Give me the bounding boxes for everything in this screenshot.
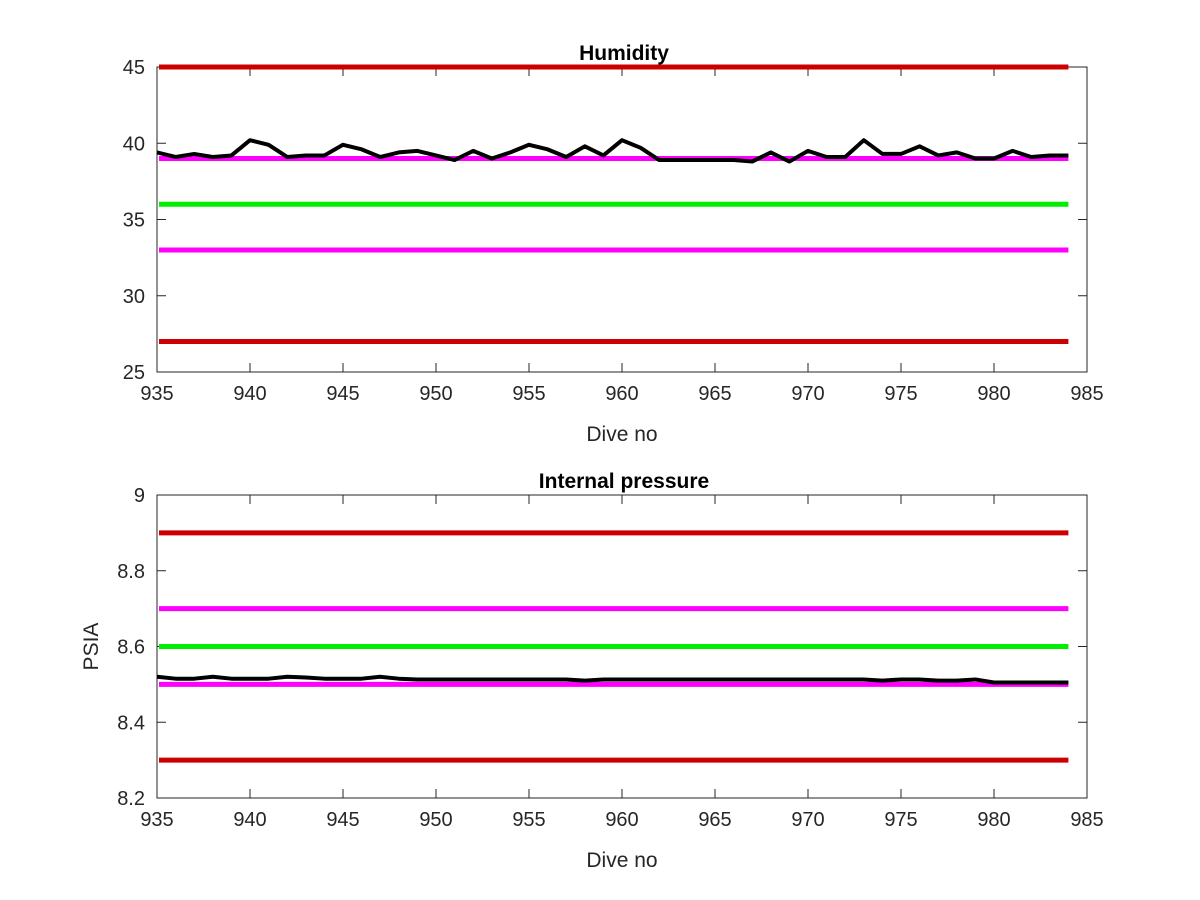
- y-tick-label: 8.8: [117, 561, 145, 583]
- x-tick-label: 950: [419, 809, 452, 831]
- y-tick-label: 8.4: [117, 712, 145, 734]
- x-tick-label: 950: [419, 383, 452, 405]
- y-tick-label: 40: [123, 133, 145, 155]
- x-tick-label: 945: [326, 809, 359, 831]
- x-axis-label: Dive no: [586, 423, 657, 446]
- axes-box: [156, 66, 1088, 373]
- x-tick-label: 985: [1070, 809, 1103, 831]
- x-tick-label: 935: [140, 383, 173, 405]
- x-tick-label: 970: [791, 809, 824, 831]
- chart-title: Internal pressure: [539, 470, 709, 493]
- x-tick-label: 985: [1070, 383, 1103, 405]
- series-line: [156, 138, 1069, 164]
- x-tick-label: 965: [698, 809, 731, 831]
- y-axis-label: PSIA: [80, 623, 103, 671]
- x-tick-label: 965: [698, 383, 731, 405]
- y-tick-label: 9: [134, 485, 145, 507]
- y-tick-label: 25: [123, 362, 145, 384]
- x-tick-label: 980: [977, 383, 1010, 405]
- chart-title: Humidity: [579, 42, 669, 65]
- x-tick-label: 975: [884, 383, 917, 405]
- x-tick-label: 935: [140, 809, 173, 831]
- y-tick-label: 45: [123, 57, 145, 79]
- x-tick-label: 980: [977, 809, 1010, 831]
- chart-panel-2: 935 940 945 950 955 960 965 970 975 980 985 8.2 8.4 8…: [80, 470, 1104, 872]
- x-tick-label: 955: [512, 383, 545, 405]
- x-tick-label: 960: [605, 809, 638, 831]
- x-tick-label: 960: [605, 383, 638, 405]
- chart-panel-1: 935 940 945 950 955 960 965 970 975 980 985 25 30 35 4…: [123, 42, 1104, 446]
- x-axis-label: Dive no: [586, 849, 657, 872]
- x-tick-label: 940: [233, 809, 266, 831]
- y-tick-label: 8.2: [117, 788, 145, 810]
- x-tick-label: 955: [512, 809, 545, 831]
- y-tick-label: 8.6: [117, 637, 145, 659]
- y-tick-label: 30: [123, 286, 145, 308]
- x-tick-label: 970: [791, 383, 824, 405]
- y-tick-label: 35: [123, 210, 145, 232]
- x-tick-label: 940: [233, 383, 266, 405]
- x-tick-label: 945: [326, 383, 359, 405]
- series-line: [156, 674, 1069, 685]
- x-tick-label: 975: [884, 809, 917, 831]
